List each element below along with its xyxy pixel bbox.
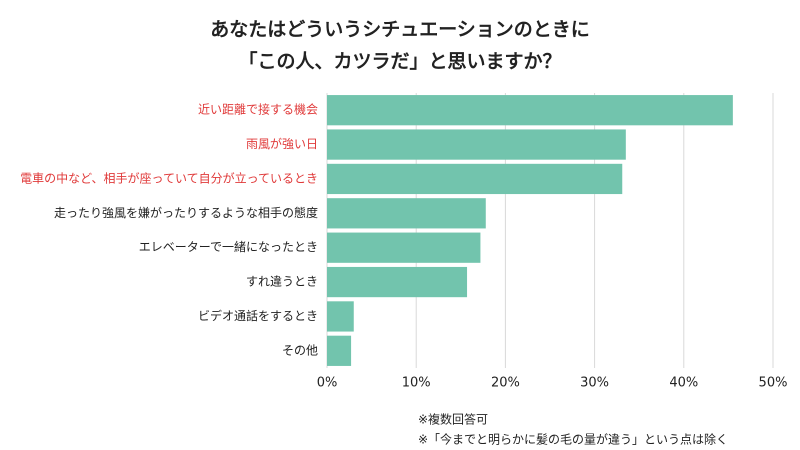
bar [327, 301, 354, 332]
chart-title: 「この人、カツラだ」と思いますか？ [238, 50, 561, 73]
y-tick-label: すれ違うとき [246, 275, 318, 289]
bar [327, 198, 486, 229]
y-tick-label: その他 [282, 343, 318, 357]
note: ※「今までと明らかに髪の毛の量が違う」という点は除く [418, 432, 728, 447]
bar [327, 335, 352, 366]
bar [327, 163, 623, 195]
x-tick-label: 0% [317, 376, 338, 391]
y-tick-label: ビデオ通話をするとき [198, 308, 318, 323]
x-tick-label: 40% [669, 376, 698, 391]
bar [327, 129, 626, 160]
x-tick-label: 20% [491, 376, 520, 391]
y-tick-label: 電車の中など、相手が座っていて自分が立っているとき [20, 170, 318, 185]
bar [327, 232, 481, 263]
y-tick-label: エレベーターで一緒になったとき [139, 239, 318, 254]
chart-title: あなたはどういうシチュエーションのときに [210, 19, 590, 41]
x-tick-label: 30% [580, 376, 609, 391]
x-tick-label: 10% [402, 376, 431, 391]
y-tick-label: 走ったり強風を嫌がったりするような相手の態度 [54, 205, 318, 220]
note: ※複数回答可 [418, 412, 488, 427]
x-tick-label: 50% [759, 376, 788, 391]
y-tick-label: 雨風が強い日 [246, 136, 318, 151]
bar [327, 266, 468, 298]
bar [327, 95, 733, 126]
y-tick-label: 近い距離で接する機会 [198, 102, 318, 117]
